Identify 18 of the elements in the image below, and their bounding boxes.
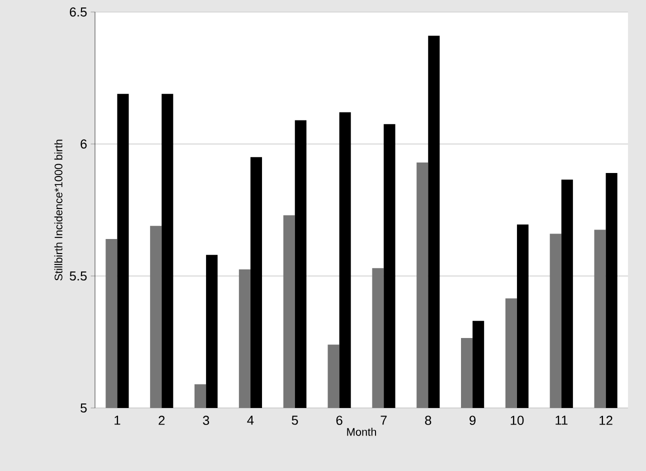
y-tick-label: 5: [80, 403, 87, 412]
x-tick-label: 10: [510, 416, 524, 425]
x-tick-label: 9: [470, 416, 476, 425]
x-tick-label: 12: [600, 416, 612, 425]
x-tick-label: 4: [247, 416, 254, 425]
x-tick-label: 2: [158, 416, 165, 425]
x-tick-label: 8: [425, 416, 432, 425]
y-tick-label: 6.5: [70, 7, 87, 17]
y-tick-label: 5.5: [70, 271, 87, 281]
x-tick-label: 6: [336, 416, 342, 425]
x-tick-label: 11: [556, 416, 568, 425]
x-tick-label: 1: [114, 416, 120, 425]
x-tick-label: 3: [202, 416, 210, 425]
y-tick-label: 6: [80, 139, 87, 149]
x-tick-label: 7: [380, 416, 387, 425]
y-axis-title: Stillbirth Incidence*1000 birth: [54, 140, 62, 280]
x-tick-label: 5: [292, 416, 298, 425]
x-axis-title: Month: [347, 428, 376, 436]
